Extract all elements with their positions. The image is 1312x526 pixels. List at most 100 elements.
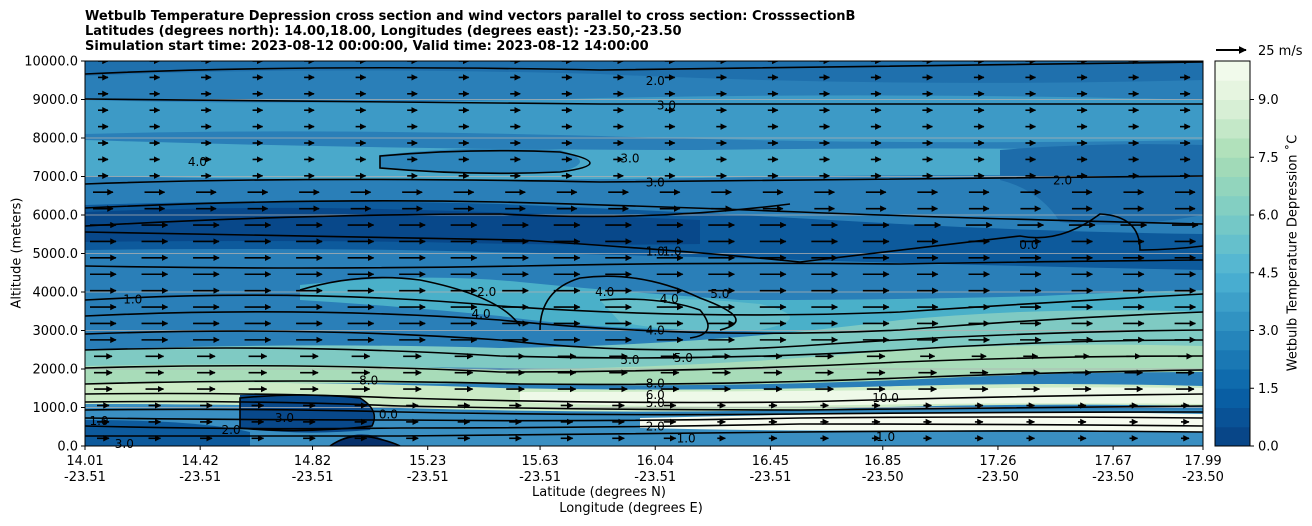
y-tick-label: 9000.0 [33,93,79,108]
colorbar-tick-label: 7.5 [1258,151,1279,166]
colorbar-band [1215,311,1250,331]
x-tick-label-lat: 14.01 [66,454,103,469]
contour-label: 5.0 [674,351,693,365]
colorbar-tick-label: 6.0 [1258,209,1279,224]
colorbar-band [1215,388,1250,408]
x-tick-label-lon: -23.51 [179,470,221,485]
x-tick-label-lon: -23.51 [519,470,561,485]
contour-line [85,329,1203,351]
colorbar-band [1215,215,1250,235]
x-tick-label-lat: 15.23 [409,454,446,469]
chart-title-line-3: Simulation start time: 2023-08-12 00:00:… [85,39,649,54]
contour-label: 1.0 [89,414,108,428]
contour-line [239,394,376,432]
x-axis-label-latitude: Latitude (degrees N) [532,485,666,500]
contour-label: 3.0 [115,437,134,451]
quiver-key: 25 m/s [1216,44,1303,59]
contour-label: 4.0 [595,285,614,299]
contour-line [299,276,521,327]
contour-label: 3.0 [620,151,639,165]
contour-line [85,400,1203,411]
colorbar-band [1215,272,1250,293]
colorbar-tick-label: 3.0 [1258,324,1279,339]
colorbar-band [1215,195,1250,216]
contour-line [85,293,1203,316]
contour-line [85,423,1203,430]
colorbar-band [1215,157,1250,177]
contour-label: 1.0 [663,245,682,259]
contour-label: 2.0 [477,285,496,299]
x-tick-label-lat: 16.04 [637,454,674,469]
contour-label: 1.0 [646,245,665,259]
x-tick-label-lat: 16.85 [864,454,901,469]
x-tick-label-lon: -23.50 [862,470,904,485]
contour-label: 2.0 [646,419,665,433]
y-tick-label: 10000.0 [24,55,78,70]
y-tick-label: 1000.0 [33,401,79,416]
x-tick-label-lat: 17.99 [1184,454,1221,469]
chart-title-line-2: Latitudes (degrees north): 14.00,18.00, … [85,24,682,39]
contour-line [85,200,1203,225]
colorbar-band [1215,118,1250,139]
contour-line [85,175,1203,185]
colorbar-band [1215,369,1250,389]
contour-label: 5.0 [646,396,665,410]
x-tick-label-lon: -23.51 [634,470,676,485]
x-axis-label-longitude: Longitude (degrees E) [559,501,703,516]
contour-label: 4.0 [646,324,665,338]
contour-line [85,311,1203,335]
contour-line [85,259,1203,269]
x-tick-label-lon: -23.51 [64,470,106,485]
contour-line [329,435,401,446]
x-tick-label-lat: 14.82 [294,454,331,469]
wind-vectors [90,61,1199,442]
x-tick-label-lon: -23.50 [1092,470,1134,485]
contour-label: 8.0 [646,377,665,391]
colorbar-band [1215,407,1250,428]
contour-label: 6.0 [646,388,665,402]
contour-label: 2.0 [222,423,241,437]
x-tick-label-lon: -23.50 [1182,470,1224,485]
contour-label: 1.0 [123,293,142,307]
contour-label: 1.0 [876,430,895,444]
y-tick-label: 6000.0 [33,209,79,224]
colorbar-band [1215,426,1250,447]
colorbar-tick-label: 4.5 [1258,266,1279,281]
colorbar-band [1215,176,1250,197]
contour-label: 4.0 [660,292,679,306]
contour-line [85,408,1203,416]
x-tick-label-lon: -23.51 [292,470,334,485]
colorbar-band [1215,61,1250,81]
contour-label: 8.0 [359,374,378,388]
contour-label: 5.0 [710,287,729,301]
contour-label: 3.0 [275,411,294,425]
colorbar-tick-label: 1.5 [1258,382,1279,397]
contour-label: 5.0 [620,353,639,367]
colorbar-band [1215,80,1250,100]
x-tick-label-lon: -23.50 [977,470,1019,485]
x-tick-label-lon: -23.51 [407,470,449,485]
y-tick-label: 0.0 [57,440,78,455]
contour-line [85,392,1203,404]
x-axis: 14.01-23.5114.42-23.5114.82-23.5115.23-2… [64,446,1224,485]
contour-label: 3.0 [646,175,665,189]
contour-line [85,203,791,227]
x-tick-label-lat: 14.42 [182,454,219,469]
x-tick-label-lat: 17.67 [1095,454,1132,469]
colorbar-band [1215,138,1250,158]
colorbar-band [1215,234,1250,254]
x-tick-label-lat: 17.26 [979,454,1016,469]
contour-line [85,339,1203,359]
contour-label: 2.0 [646,74,665,88]
colorbar-band [1215,330,1250,351]
contour-label: 10.0 [872,391,899,405]
contour-label: 0.0 [379,407,398,421]
y-tick-label: 7000.0 [33,170,79,185]
x-tick-label-lat: 15.63 [521,454,558,469]
contour-label: 2.0 [1053,173,1072,187]
colorbar-tick-label: 9.0 [1258,93,1279,108]
quiver-key-label: 25 m/s [1258,44,1303,59]
y-tick-label: 4000.0 [33,286,79,301]
y-tick-label: 5000.0 [33,247,79,262]
